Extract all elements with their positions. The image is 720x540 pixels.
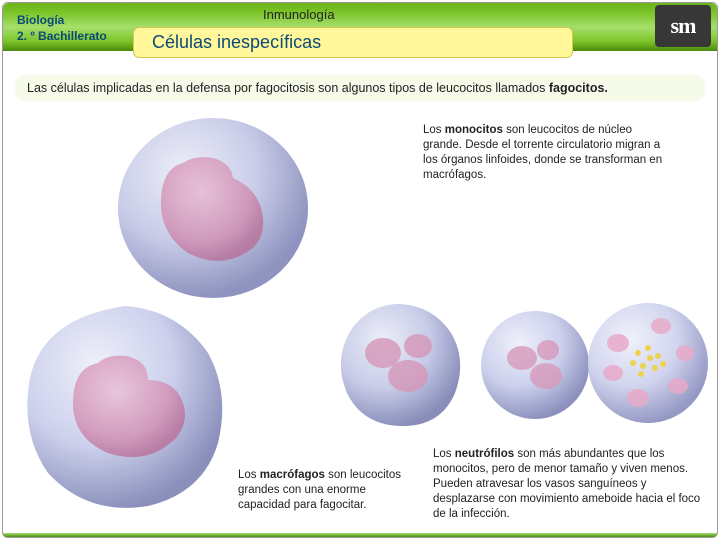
subject-line2: 2. º Bachillerato (17, 29, 121, 45)
footer-bar (3, 533, 717, 537)
subject-line1: Biología (17, 13, 121, 29)
neutrofilo-cell-2 (478, 308, 593, 423)
macro-bold: macrófagos (260, 469, 325, 481)
neutro-bold: neutrófilos (455, 448, 514, 460)
intro-bold: fagocitos. (549, 81, 608, 95)
macrofagos-desc: Los macrófagos son leucocitos grandes co… (238, 468, 418, 513)
neutrofilo-cell-3 (583, 298, 713, 428)
content-area: Los monocitos son leucocitos de núcleo g… (3, 103, 717, 537)
slide-frame: Biología 2. º Bachillerato Inmunología C… (2, 2, 718, 538)
mono-bold: monocitos (445, 124, 503, 136)
monocito-cell (113, 113, 313, 303)
slide-title: Células inespecíficas (133, 27, 573, 58)
subject-box: Biología 2. º Bachillerato (9, 9, 129, 48)
monocitos-desc: Los monocitos son leucocitos de núcleo g… (423, 123, 673, 183)
mono-before: Los (423, 124, 445, 136)
macrofago-cell (18, 298, 233, 513)
intro-text: Las células implicadas en la defensa por… (15, 75, 705, 101)
neutrofilos-desc: Los neutrófilos son más abundantes que l… (433, 447, 708, 522)
publisher-logo: sm (655, 5, 711, 47)
topic-label: Inmunología (263, 7, 335, 22)
neutrofilo-cell-1 (333, 298, 468, 433)
neutro-before: Los (433, 448, 455, 460)
macro-before: Los (238, 469, 260, 481)
intro-before: Las células implicadas en la defensa por… (27, 81, 549, 95)
